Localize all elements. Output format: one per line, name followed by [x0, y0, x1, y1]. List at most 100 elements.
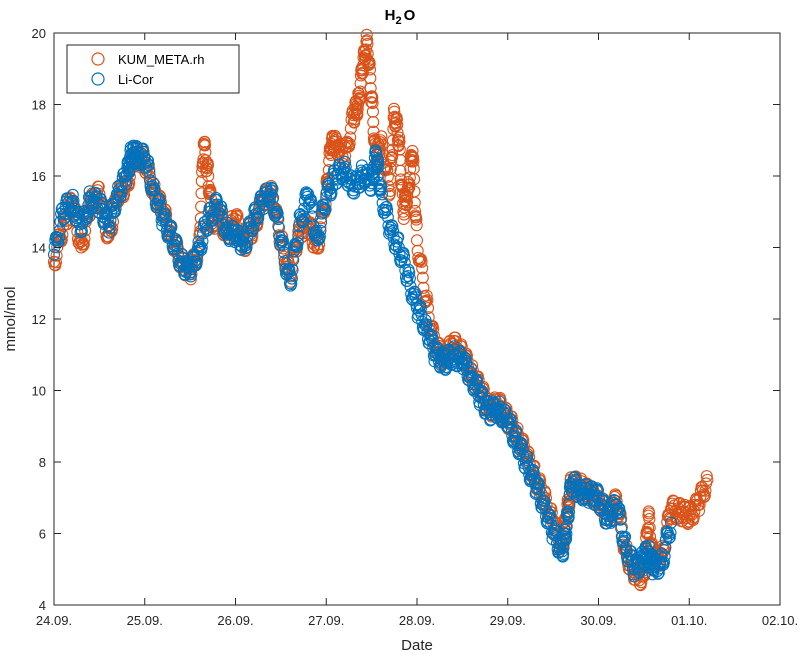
data-point: [468, 382, 481, 395]
data-point: [48, 258, 61, 271]
data-point: [385, 155, 398, 168]
data-point: [287, 253, 300, 267]
data-point: [390, 240, 403, 253]
data-point: [109, 202, 122, 215]
data-point: [516, 443, 529, 456]
x-tick-label: 27.09.: [308, 613, 344, 628]
data-point: [416, 271, 429, 284]
data-point: [533, 483, 546, 496]
data-point: [413, 300, 426, 313]
data-point: [194, 220, 207, 233]
data-point: [319, 203, 332, 216]
data-point: [366, 91, 379, 104]
data-point: [412, 304, 425, 317]
x-axis-label: Date: [401, 637, 433, 654]
data-point: [272, 221, 285, 234]
data-point: [53, 231, 66, 244]
data-point: [613, 506, 626, 519]
data-point: [241, 236, 254, 249]
data-point: [415, 255, 428, 268]
data-point: [364, 72, 377, 85]
data-point: [285, 272, 298, 285]
data-point: [296, 215, 309, 228]
data-point: [143, 166, 156, 179]
data-point: [517, 457, 531, 470]
data-point: [78, 232, 91, 245]
y-axis-label: mmol/mol: [2, 286, 19, 351]
data-point: [184, 270, 197, 283]
data-point: [658, 550, 671, 563]
data-point: [389, 120, 402, 133]
data-point: [385, 219, 398, 232]
data-point: [303, 194, 317, 207]
data-point: [77, 238, 90, 251]
data-point: [696, 484, 709, 497]
legend-marker-li-cor: [91, 72, 105, 86]
data-point: [312, 242, 325, 255]
data-point: [525, 468, 538, 482]
data-point: [663, 531, 676, 544]
data-point: [652, 567, 665, 580]
data-point: [537, 494, 550, 507]
data-point: [366, 96, 379, 110]
data-point: [420, 318, 433, 331]
data-point: [657, 556, 671, 569]
data-point: [560, 532, 573, 545]
data-point: [398, 256, 411, 269]
data-point: [102, 220, 115, 233]
data-point: [239, 242, 252, 255]
data-point: [701, 473, 714, 486]
data-point: [348, 116, 361, 129]
data-point: [408, 285, 421, 298]
data-point: [291, 236, 304, 249]
data-point: [643, 507, 656, 520]
y-tick-label: 18: [32, 98, 46, 113]
data-point: [425, 329, 438, 342]
data-point: [213, 207, 226, 220]
data-point: [199, 218, 212, 231]
data-point: [397, 212, 410, 226]
data-point: [408, 196, 421, 209]
data-point: [87, 196, 100, 209]
data-point: [397, 250, 411, 263]
data-point: [614, 513, 627, 526]
data-point: [409, 286, 422, 299]
data-point: [391, 119, 404, 132]
data-point: [458, 351, 472, 364]
data-point: [148, 182, 161, 196]
data-point: [375, 180, 388, 193]
data-point: [271, 207, 284, 220]
data-point: [557, 547, 570, 560]
data-point: [344, 169, 357, 182]
data-point: [141, 154, 155, 167]
data-point: [584, 480, 597, 493]
data-point: [200, 224, 214, 237]
data-point: [541, 515, 554, 528]
y-tick-label: 4: [39, 598, 46, 613]
data-point: [409, 204, 422, 218]
data-point: [315, 207, 328, 220]
data-point: [195, 187, 208, 200]
data-point: [313, 230, 326, 243]
data-point: [297, 210, 310, 223]
x-tick-label: 01.10.: [671, 613, 707, 628]
data-point: [386, 220, 399, 233]
y-tick-label: 6: [39, 527, 46, 542]
data-point: [403, 272, 416, 285]
data-point: [197, 220, 210, 233]
data-point: [391, 126, 404, 139]
data-point: [305, 201, 319, 214]
chart-title: H2 O: [385, 7, 416, 27]
data-point: [538, 495, 551, 508]
data-point: [215, 204, 228, 217]
data-point: [643, 513, 656, 526]
legend-marker-kum-meta: [91, 52, 105, 66]
x-tick-label: 28.09.: [399, 613, 435, 628]
y-tick-label: 20: [32, 26, 46, 41]
data-point: [233, 239, 247, 252]
data-point: [515, 438, 529, 451]
data-point: [266, 182, 279, 195]
data-point: [263, 193, 276, 206]
data-point: [372, 160, 385, 173]
data-point: [315, 216, 328, 229]
